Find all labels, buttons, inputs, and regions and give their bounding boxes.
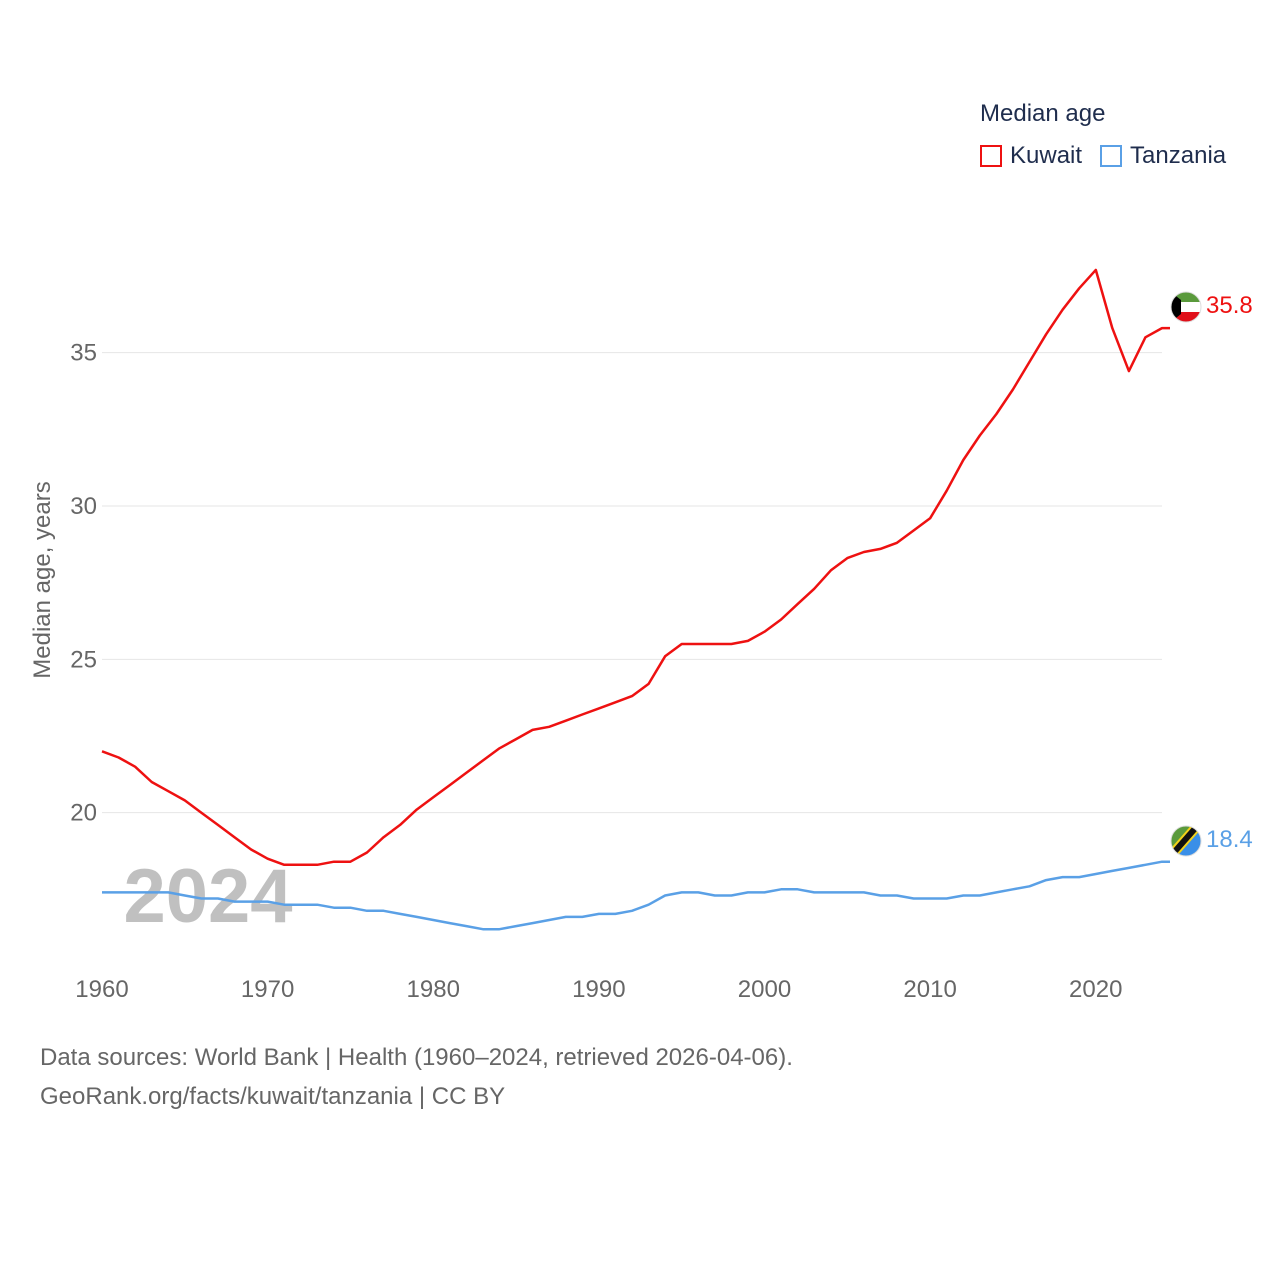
footer-link[interactable]: GeoRank.org/facts/kuwait/tanzania | CC B… [40,1083,506,1110]
series-line-kuwait[interactable] [101,268,1170,867]
y-axis-label: Median age, years [29,481,56,678]
legend-item-tanzania[interactable]: Tanzania [1100,142,1226,170]
year-watermark: 2024 [123,854,292,939]
legend-title: Median age [980,100,1106,127]
end-value-kuwait: 35.8 [1206,292,1253,319]
footer-source: Data sources: World Bank | Health (1960–… [40,1044,793,1071]
legend-swatch-tanzania [1100,145,1123,167]
x-tick-label: 1960 [75,976,128,1003]
x-tick-label: 2010 [903,976,956,1003]
legend-item-kuwait[interactable]: Kuwait [980,142,1082,170]
y-tick-label: 35 [70,340,97,367]
series-layer [101,268,1170,931]
axis-tick-labels: 20 25 30 35 1960 1970 1980 1990 2000 2010 2020 [70,340,1122,1003]
x-tick-label: 1980 [407,976,460,1003]
y-tick-label: 30 [70,493,97,520]
grid-lines [102,352,1162,814]
legend-label-kuwait: Kuwait [1010,142,1083,169]
end-markers: 35.8 18.4 [1170,291,1253,857]
tanzania-flag-icon [1170,825,1202,857]
legend-swatch-kuwait [980,145,1002,167]
y-tick-label: 20 [70,800,97,827]
legend-label-tanzania: Tanzania [1130,142,1227,169]
end-value-tanzania: 18.4 [1206,826,1253,853]
x-tick-label: 1970 [241,976,294,1003]
x-tick-label: 2020 [1069,976,1122,1003]
legend: Kuwait Tanzania [980,142,1244,170]
x-tick-label: 2000 [738,976,791,1003]
kuwait-flag-icon [1170,291,1202,323]
line-chart: 2024 20 25 30 35 1960 1970 1980 1990 2000 2010 202… [29,268,1253,1003]
y-tick-label: 25 [70,646,97,673]
x-tick-label: 1990 [572,976,625,1003]
series-line-tanzania[interactable] [102,860,1170,931]
